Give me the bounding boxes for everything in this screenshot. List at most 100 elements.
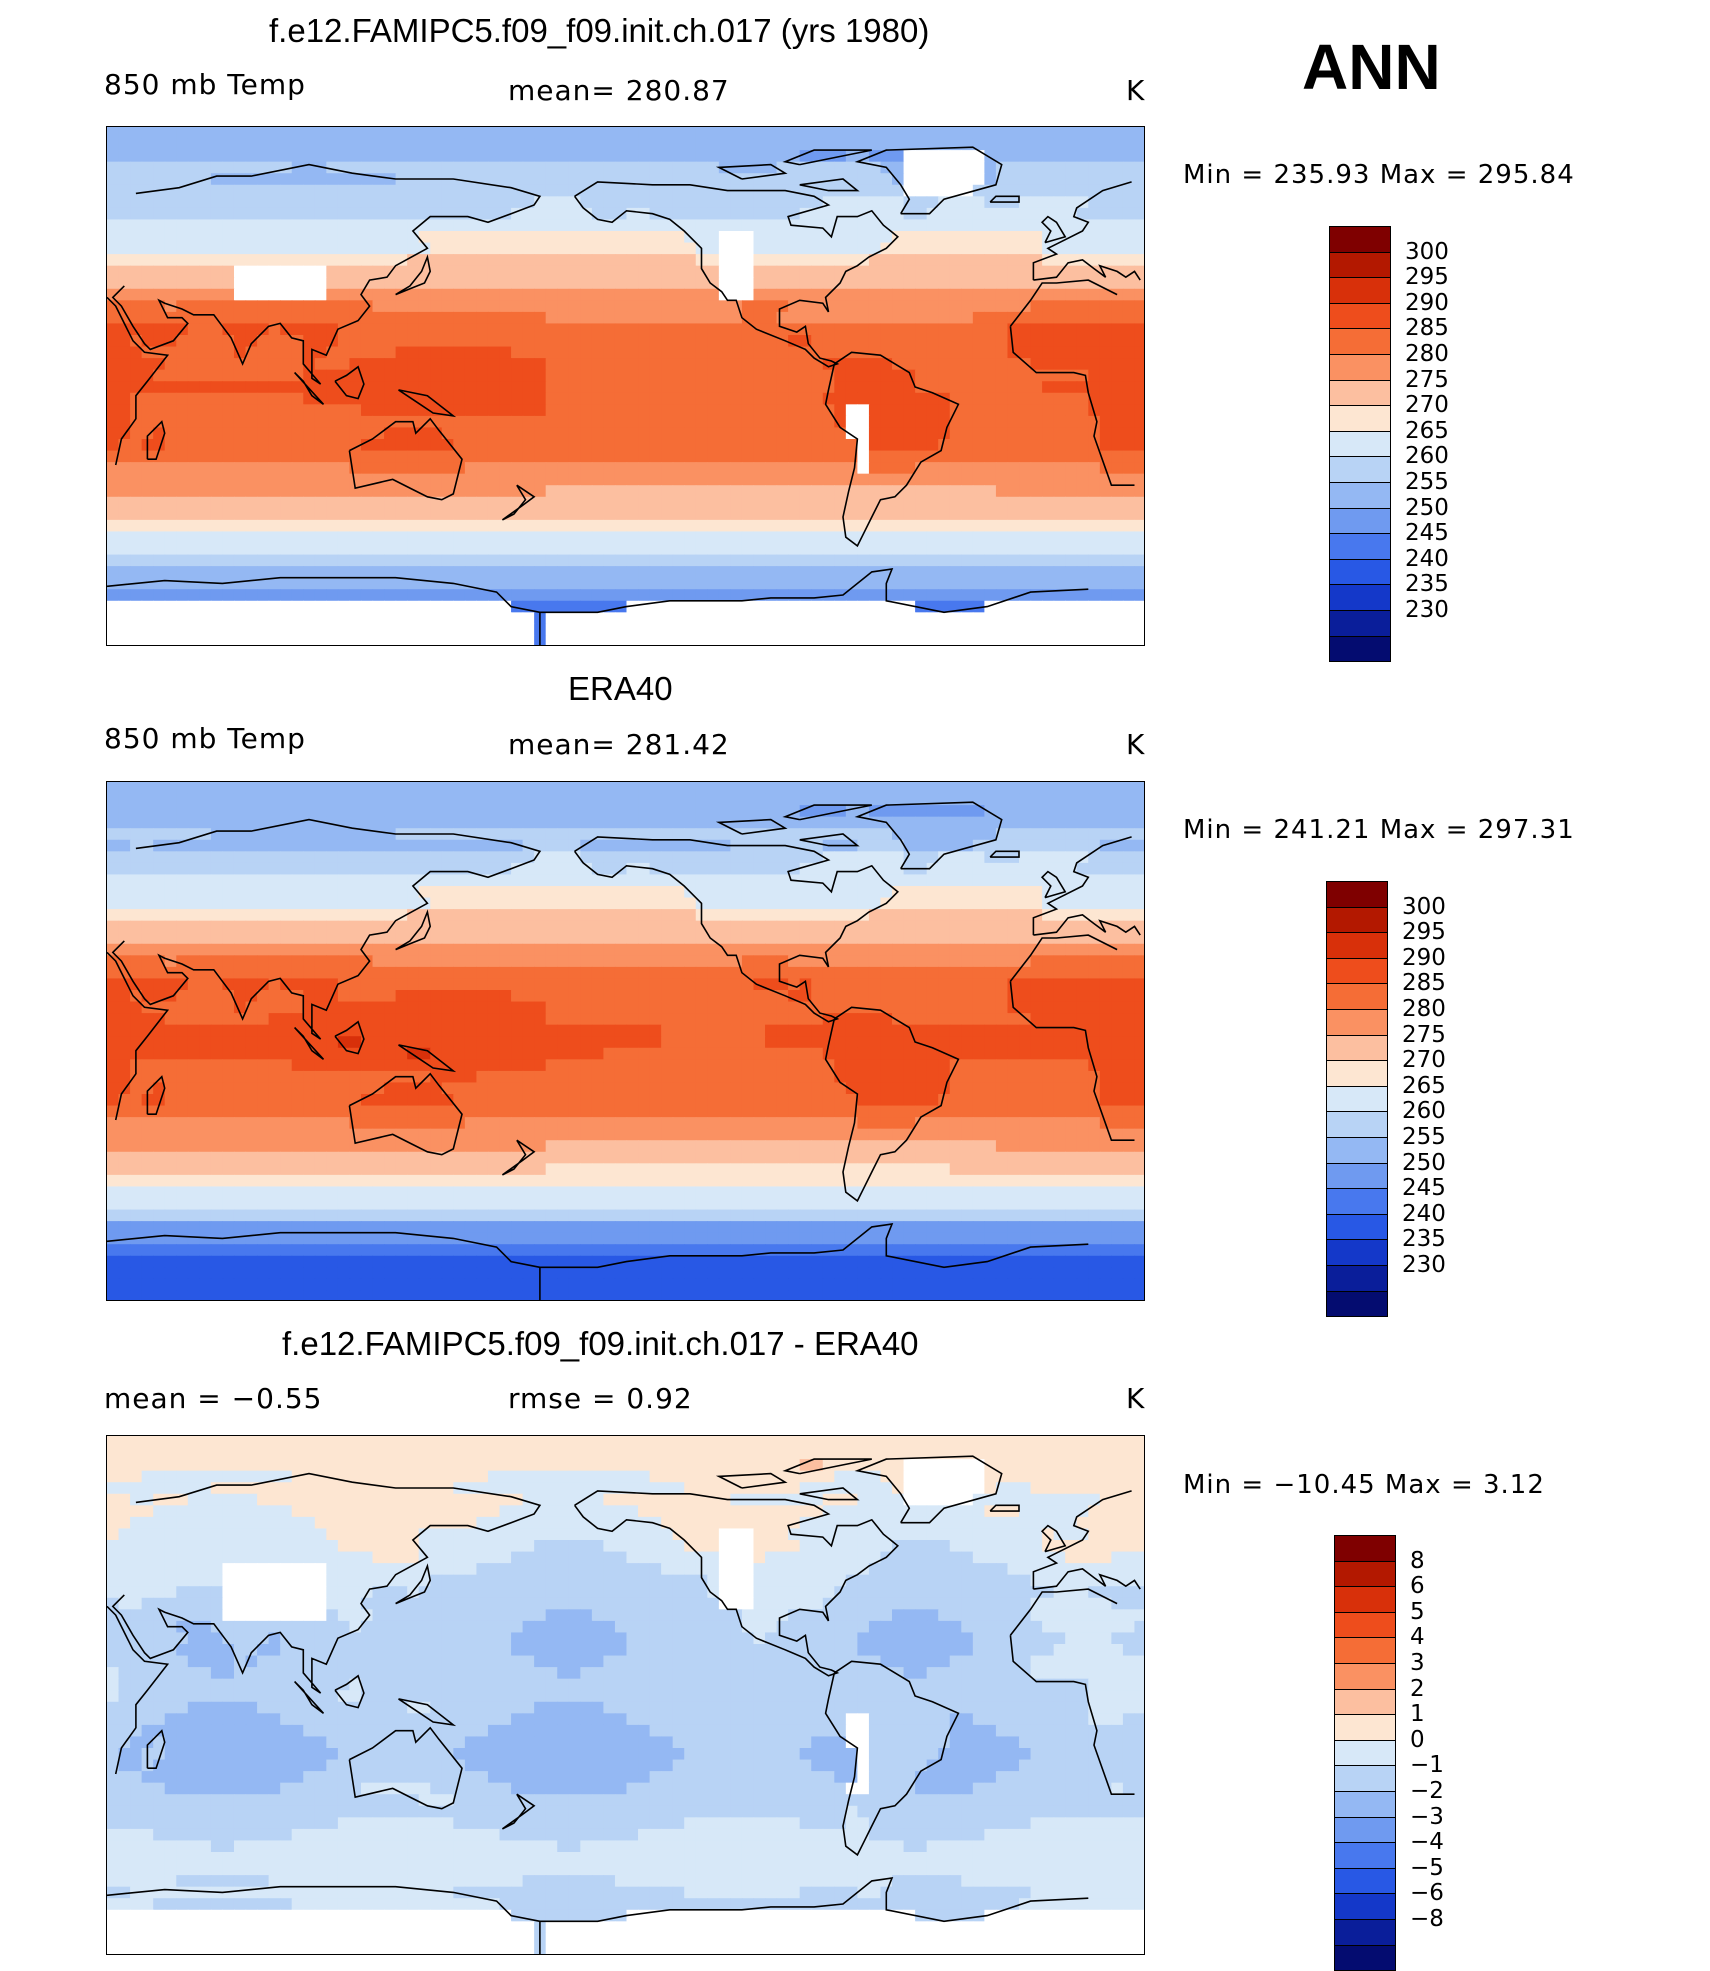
field-cell xyxy=(142,416,154,428)
field-cell xyxy=(696,520,708,532)
field-cell xyxy=(488,231,500,243)
field-cell xyxy=(719,358,731,370)
field-cell xyxy=(257,381,269,393)
field-cell xyxy=(627,474,639,486)
field-cell xyxy=(730,805,742,817)
field-cell xyxy=(119,208,131,220)
field-cell xyxy=(303,277,315,289)
field-cell xyxy=(396,531,408,543)
field-cell xyxy=(384,127,396,139)
field-cell xyxy=(500,243,512,255)
field-cell xyxy=(996,497,1008,509)
field-cell xyxy=(315,358,327,370)
field-cell xyxy=(188,266,200,278)
field-cell xyxy=(511,782,523,794)
field-cell xyxy=(488,635,500,646)
field-cell xyxy=(373,266,385,278)
field-cell xyxy=(523,817,535,829)
field-cell xyxy=(569,254,581,266)
field-cell xyxy=(1007,393,1019,405)
field-cell xyxy=(1123,566,1135,578)
field-cell xyxy=(730,243,742,255)
field-cell xyxy=(199,404,211,416)
field-cell xyxy=(396,566,408,578)
field-cell xyxy=(280,485,292,497)
field-cell xyxy=(222,624,234,636)
field-cell xyxy=(338,139,350,151)
field-cell xyxy=(199,497,211,509)
field-cell xyxy=(627,863,639,875)
field-cell xyxy=(338,127,350,139)
field-cell xyxy=(1123,231,1135,243)
field-cell xyxy=(176,462,188,474)
field-cell xyxy=(326,543,338,555)
field-cell xyxy=(742,404,754,416)
field-cell xyxy=(373,589,385,601)
field-cell xyxy=(800,886,812,898)
field-cell xyxy=(719,555,731,567)
field-cell xyxy=(453,520,465,532)
field-cell xyxy=(488,381,500,393)
field-cell xyxy=(361,497,373,509)
field-cell xyxy=(257,886,269,898)
field-cell xyxy=(592,150,604,162)
field-cell xyxy=(638,886,650,898)
field-cell xyxy=(211,173,223,185)
field-cell xyxy=(1100,497,1112,509)
field-cell xyxy=(315,266,327,278)
field-cell xyxy=(661,300,673,312)
field-cell xyxy=(557,266,569,278)
field-cell xyxy=(961,578,973,590)
field-cell xyxy=(315,451,327,463)
field-cell xyxy=(1134,162,1145,174)
field-cell xyxy=(673,508,685,520)
field-cell xyxy=(396,243,408,255)
field-cell xyxy=(627,543,639,555)
field-cell xyxy=(165,254,177,266)
field-cell xyxy=(996,347,1008,359)
field-cell xyxy=(453,243,465,255)
field-cell xyxy=(280,566,292,578)
field-cell xyxy=(557,300,569,312)
field-cell xyxy=(684,635,696,646)
field-cell xyxy=(165,508,177,520)
field-cell xyxy=(892,347,904,359)
field-cell xyxy=(1042,451,1054,463)
field-cell xyxy=(696,127,708,139)
field-cell xyxy=(673,173,685,185)
field-cell xyxy=(892,173,904,185)
field-cell xyxy=(800,612,812,624)
field-cell xyxy=(361,127,373,139)
field-cell xyxy=(1019,462,1031,474)
field-cell xyxy=(453,851,465,863)
field-cell xyxy=(523,531,535,543)
field-cell xyxy=(603,150,615,162)
field-cell xyxy=(1134,404,1145,416)
field-cell xyxy=(188,243,200,255)
field-cell xyxy=(603,358,615,370)
field-cell xyxy=(442,300,454,312)
field-cell xyxy=(465,300,477,312)
field-cell xyxy=(696,162,708,174)
field-cell xyxy=(373,393,385,405)
field-cell xyxy=(892,555,904,567)
field-cell xyxy=(338,451,350,463)
field-cell xyxy=(707,127,719,139)
field-cell xyxy=(800,139,812,151)
field-cell xyxy=(638,323,650,335)
field-cell xyxy=(580,347,592,359)
field-cell xyxy=(488,601,500,613)
field-cell xyxy=(384,185,396,197)
field-cell xyxy=(292,381,304,393)
field-cell xyxy=(315,840,327,852)
field-cell xyxy=(880,381,892,393)
field-cell xyxy=(580,886,592,898)
field-cell xyxy=(165,219,177,231)
field-cell xyxy=(1077,589,1089,601)
field-cell xyxy=(246,589,258,601)
field-cell xyxy=(130,139,142,151)
field-cell xyxy=(580,578,592,590)
field-cell xyxy=(430,840,442,852)
field-cell xyxy=(442,851,454,863)
field-cell xyxy=(465,173,477,185)
